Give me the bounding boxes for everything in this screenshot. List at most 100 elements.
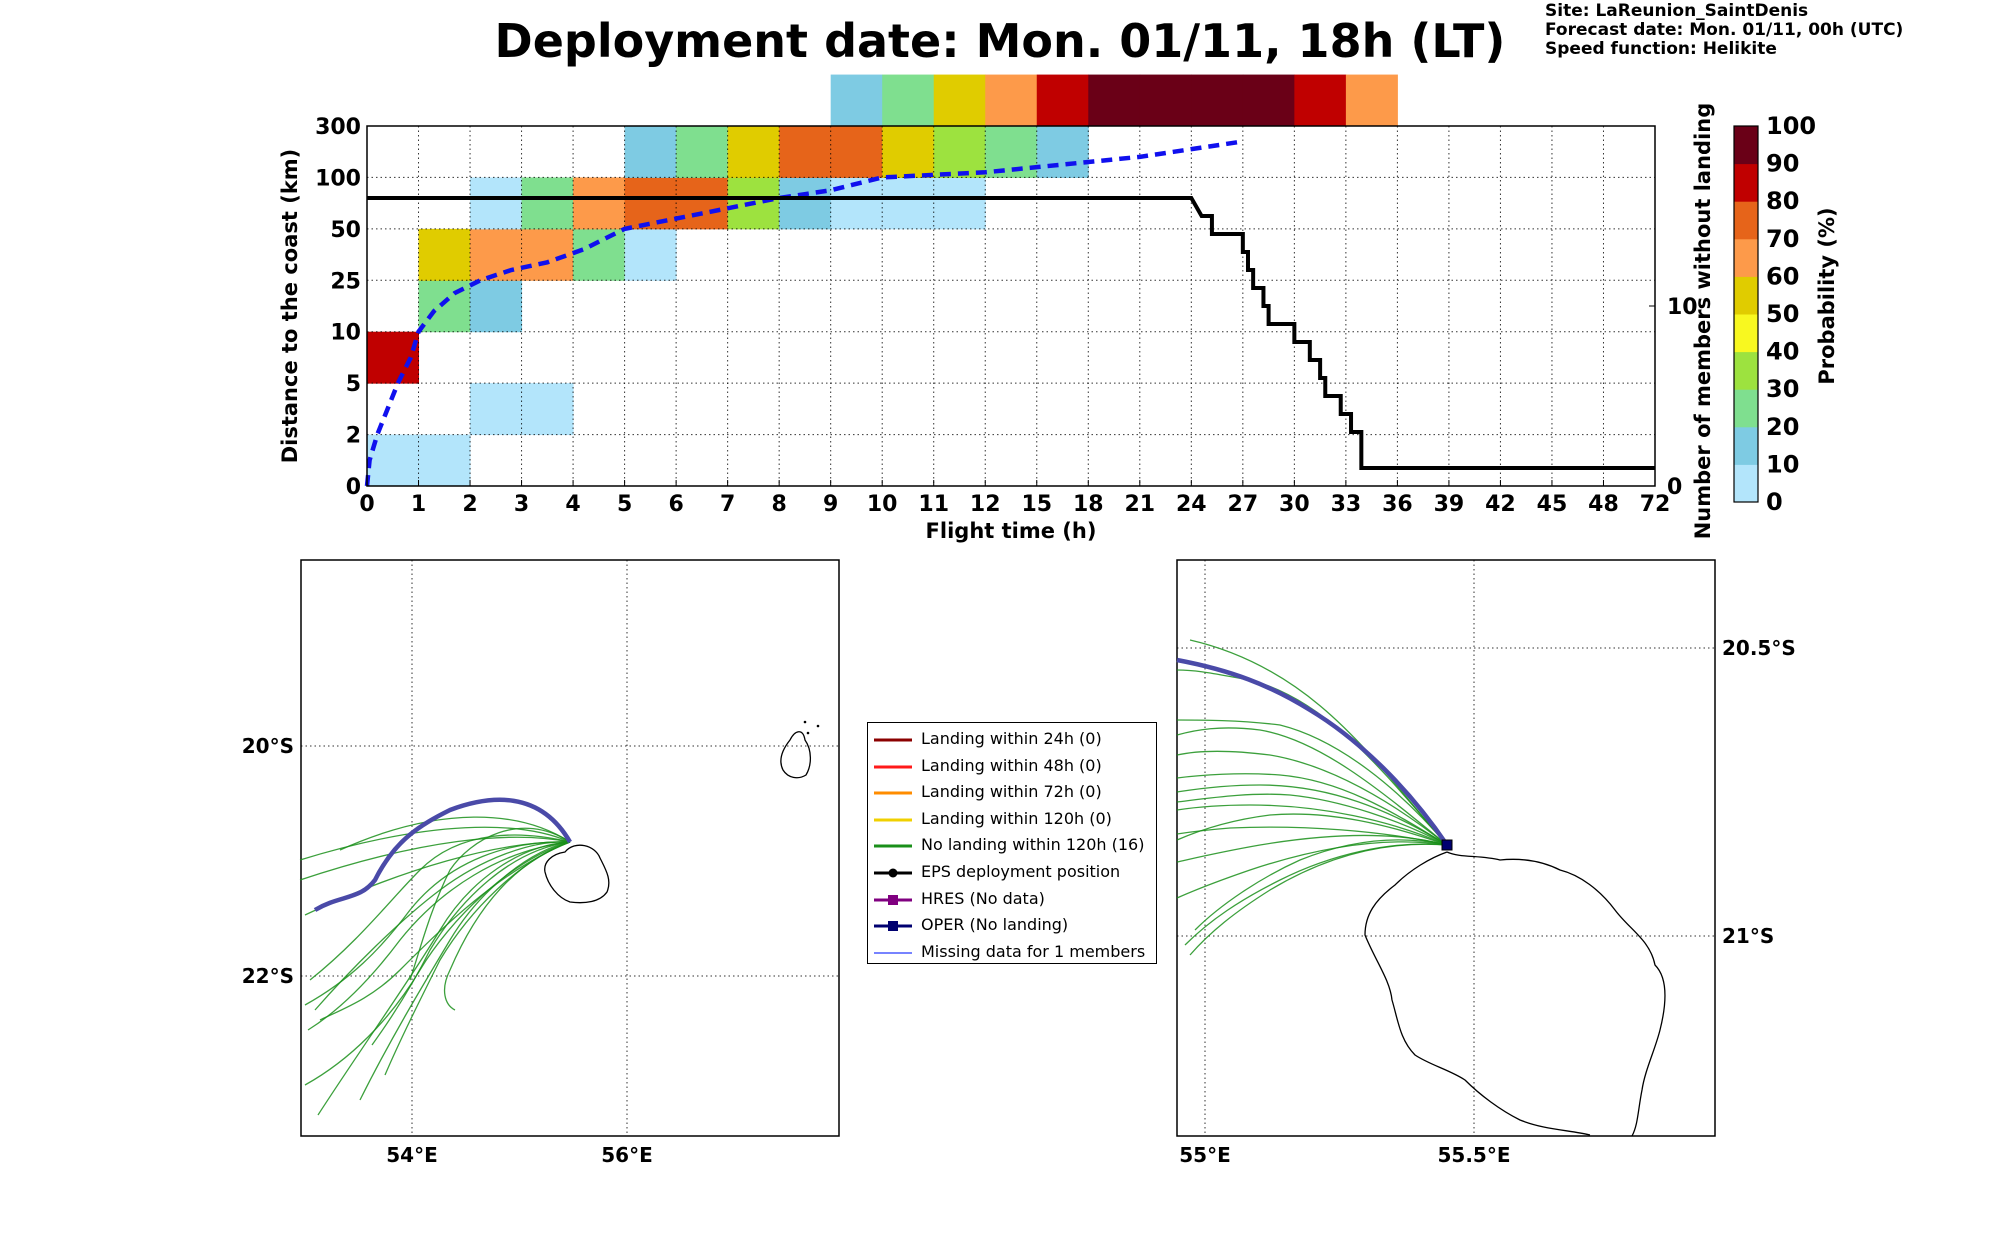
legend-item-label: Landing within 48h (0): [921, 755, 1102, 775]
legend-swatch: [874, 844, 912, 848]
forecast-date-label: Forecast date: Mon. 01/11, 00h (UTC): [1545, 20, 1904, 40]
legend-item-label: Landing within 24h (0): [921, 729, 1102, 748]
heatmap-cell: [933, 74, 986, 127]
x-tick-label: 7: [720, 492, 735, 517]
heatmap-cell: [1036, 74, 1089, 127]
heatmap-cell: [470, 177, 523, 230]
y-tick-label: 25: [330, 269, 361, 294]
member-trajectory: [1176, 813, 1448, 846]
legend-item-label: Missing data for 1 members: [921, 941, 1146, 961]
heatmap-cell: [624, 126, 677, 178]
x-tick-label: 72: [1640, 492, 1671, 517]
legend-swatch: [874, 921, 912, 932]
lat-label: 21°S: [1722, 924, 1774, 948]
members-without-landing-line: [367, 196, 1655, 470]
heatmap-cell: [985, 74, 1038, 127]
member-trajectory: [319, 841, 571, 1021]
colorbar-tick-label: 90: [1766, 150, 1799, 178]
legend-swatch: [874, 791, 912, 795]
member-trajectory: [1194, 839, 1448, 931]
x-tick-label: 5: [617, 492, 632, 517]
member-trajectory: [309, 834, 571, 981]
heatmap-cell: [470, 228, 523, 281]
member-trajectory: [1176, 793, 1448, 846]
member-trajectory: [1176, 750, 1448, 846]
x-tick-label: 27: [1228, 492, 1259, 517]
lon-label: 55°E: [1179, 1143, 1231, 1167]
y-tick-label: 5: [346, 372, 361, 397]
heatmap-cell: [624, 228, 677, 281]
member-trajectory: [371, 841, 571, 1046]
lat-label: 20.5°S: [1722, 636, 1796, 660]
colorbar-tick-label: 80: [1766, 187, 1799, 215]
member-trajectory: [307, 841, 571, 1031]
member-trajectory: [443, 841, 571, 1011]
legend-item: Landing within 48h (0): [868, 754, 1156, 781]
lon-label: 54°E: [386, 1143, 438, 1167]
x-axis-label: Flight time (h): [926, 519, 1097, 543]
heatmap-cell: [521, 383, 574, 436]
member-trajectory: [317, 841, 571, 1116]
x-tick-label: 1: [411, 492, 426, 517]
heatmap-cell: [830, 126, 883, 178]
colorbar-segment: [1734, 464, 1758, 503]
heatmap-cell: [624, 177, 677, 230]
heatmap-cell: [882, 126, 935, 178]
y2-tick-label: 10: [1667, 295, 1698, 320]
y-tick-label: 0: [346, 475, 361, 500]
probability-heatmap-chart: 0 1 2 3 4 5 6 7 8 9 10 11 12 15 18 21 24 27 30 33 36 39 42 45 48…: [278, 74, 1839, 543]
heatmap-cell: [985, 126, 1038, 178]
legend-item: Landing within 120h (0): [868, 807, 1156, 834]
islet-dot: [806, 731, 810, 735]
x-tick-label: 0: [359, 492, 374, 517]
heatmap-cell: [882, 74, 935, 127]
colorbar-segment: [1734, 351, 1758, 390]
heatmap-cell: [1345, 74, 1398, 127]
member-trajectory: [339, 816, 571, 851]
member-trajectory: [1176, 727, 1448, 846]
member-trajectory: [1176, 719, 1448, 846]
colorbar-segment: [1734, 126, 1758, 165]
x-tick-label: 42: [1485, 492, 1516, 517]
speed-function-label: Speed function: Helikite: [1545, 39, 1777, 59]
member-trajectory: [1189, 843, 1448, 956]
legend-swatch: [874, 952, 912, 954]
heatmap-cell: [418, 228, 471, 281]
oper-trajectory: [1176, 657, 1449, 847]
member-trajectory: [1176, 804, 1448, 846]
legend-item-label: Landing within 120h (0): [921, 808, 1112, 828]
heatmap-cell: [1242, 74, 1295, 127]
legend-item: OPER (No landing): [868, 913, 1156, 940]
heatmap-cell: [573, 177, 626, 230]
member-trajectory: [359, 841, 571, 1101]
member-trajectory: [1176, 826, 1448, 846]
member-trajectory: [1176, 773, 1448, 846]
x-tick-label: 24: [1176, 492, 1207, 517]
legend-item: Landing within 24h (0): [868, 727, 1156, 754]
colorbar-tick-label: 10: [1766, 450, 1799, 478]
y-tick-label: 50: [330, 218, 361, 243]
colorbar-segment: [1734, 163, 1758, 202]
mauritius-island-coastline: [780, 731, 812, 779]
lon-label: 55.5°E: [1437, 1143, 1510, 1167]
legend-swatch: [874, 868, 912, 878]
x-tick-label: 39: [1434, 492, 1465, 517]
oper-deployment-marker: [1441, 839, 1453, 851]
x-tick-label: 9: [823, 492, 838, 517]
legend-item-label: Landing within 72h (0): [921, 782, 1102, 802]
colorbar-tick-label: 100: [1766, 112, 1816, 140]
heatmap-cell: [1036, 126, 1089, 178]
median-distance-line: [364, 139, 1244, 487]
y2-tick-label: 0: [1667, 475, 1682, 500]
heatmap-cell: [521, 177, 574, 230]
colorbar-tick-label: 40: [1766, 338, 1799, 366]
colorbar-tick-label: 70: [1766, 225, 1799, 253]
x-tick-label: 8: [772, 492, 787, 517]
forecast-info: Site: LaReunion_SaintDenis Forecast date…: [1545, 2, 1903, 59]
heatmap-cell: [470, 280, 523, 333]
legend-item: HRES (No data): [868, 887, 1156, 914]
x-tick-label: 4: [565, 492, 580, 517]
member-trajectory: [409, 827, 571, 981]
legend-item-label: HRES (No data): [921, 888, 1045, 908]
trajectory-legend: Landing within 24h (0) Landing within 48h…: [867, 722, 1157, 964]
